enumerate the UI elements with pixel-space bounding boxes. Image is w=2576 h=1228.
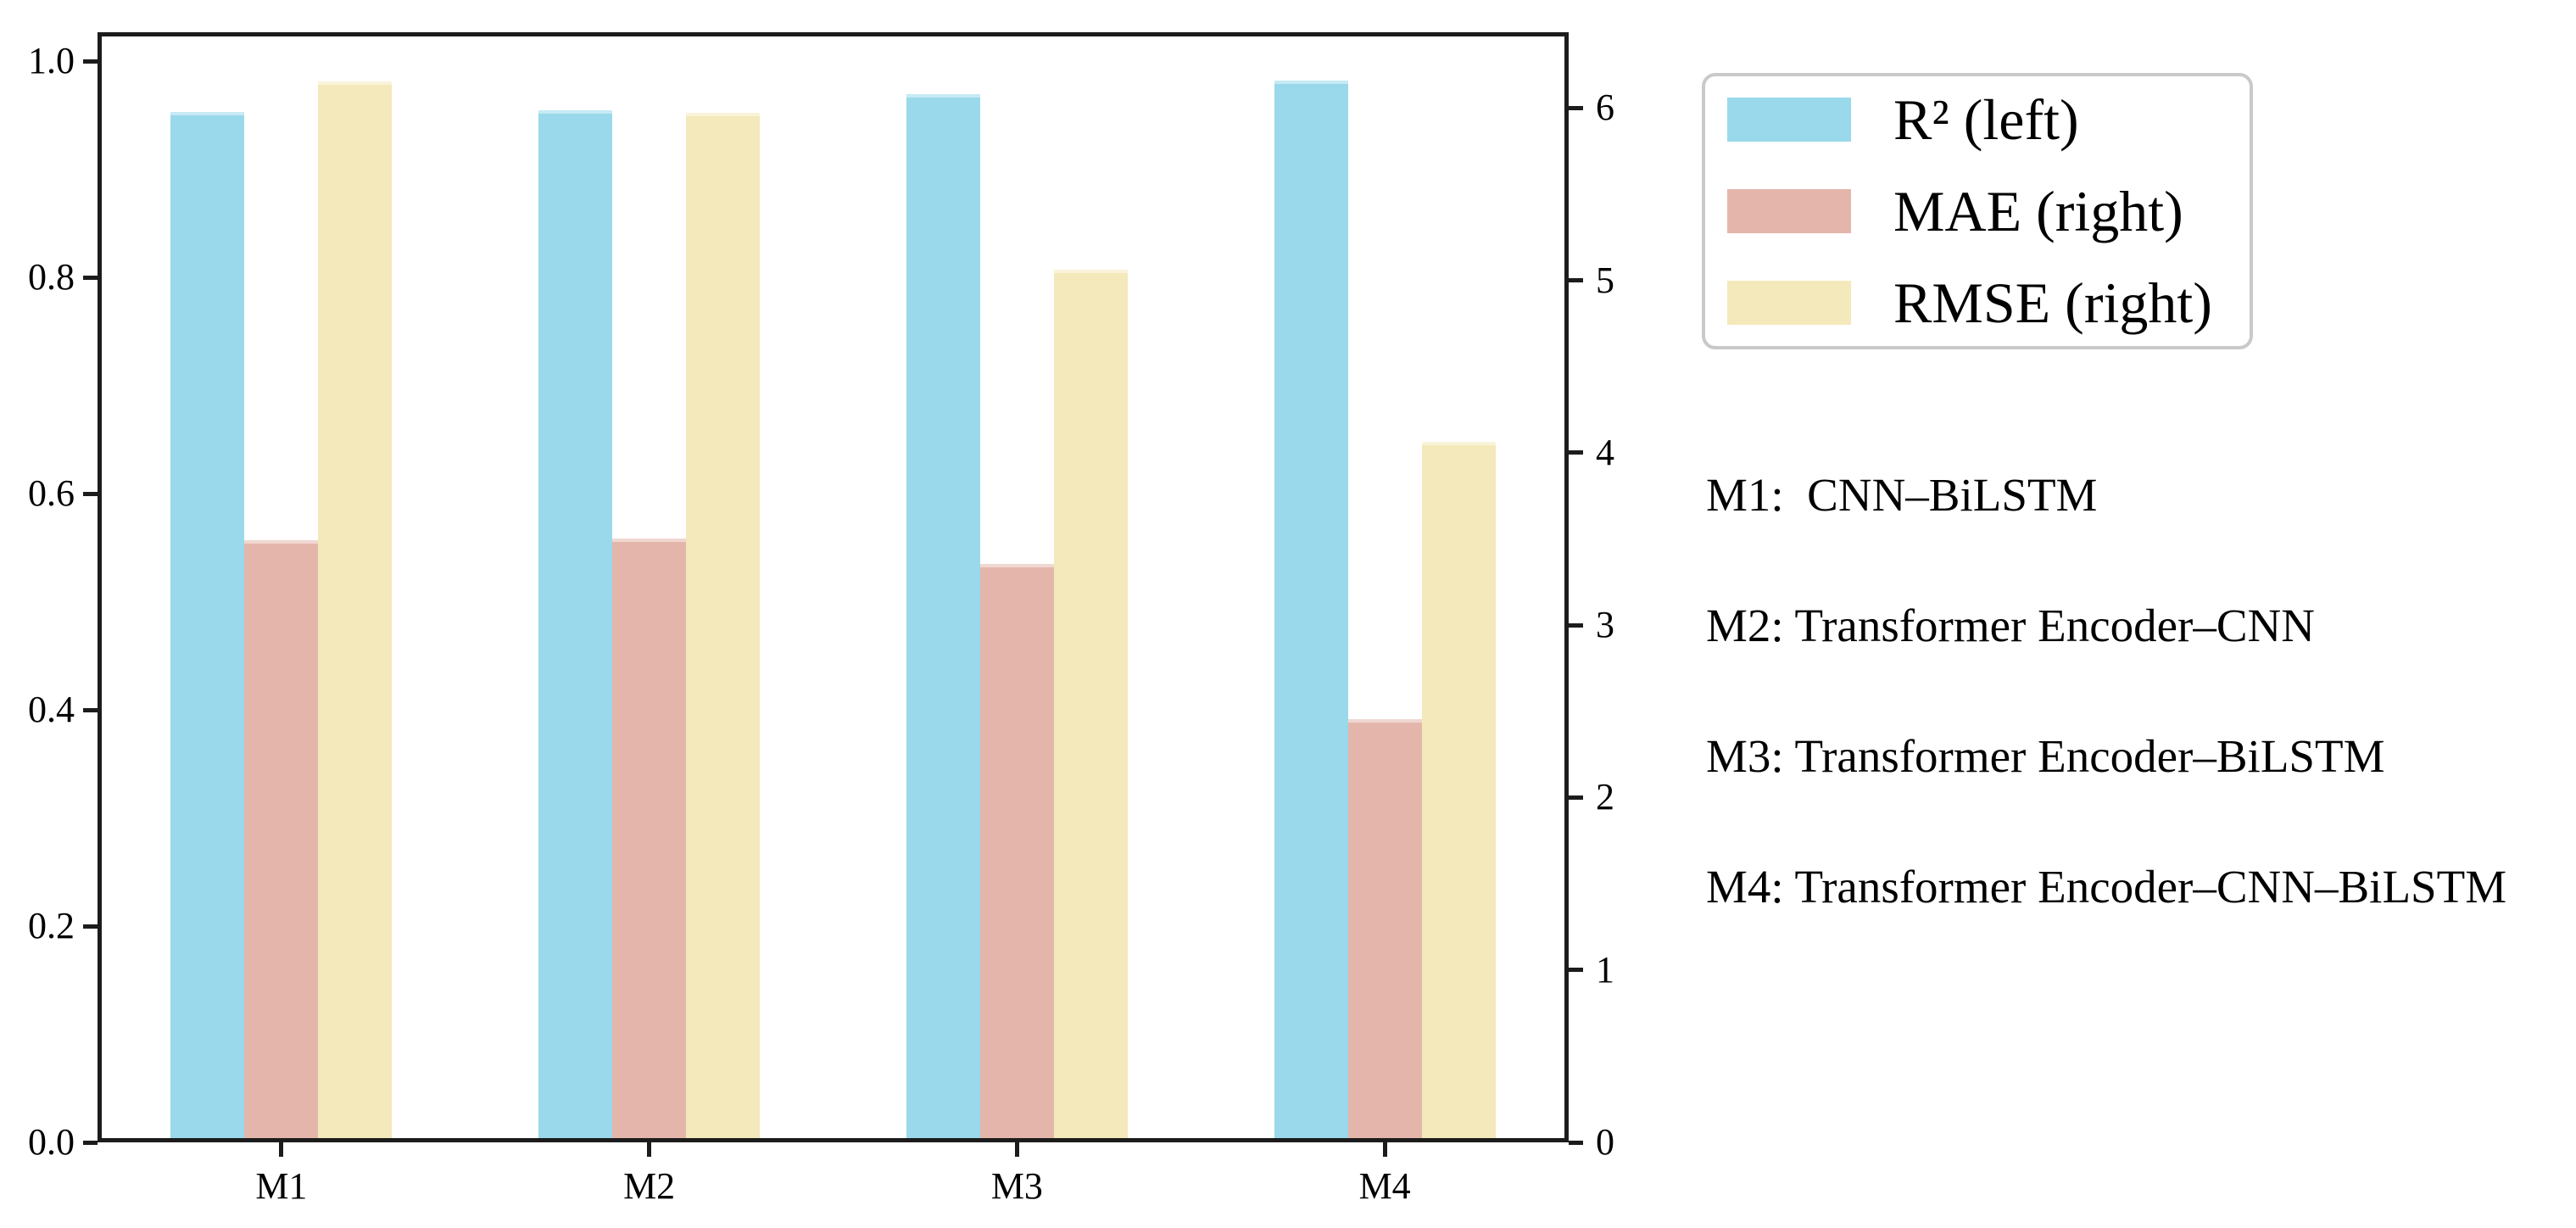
bar-r²-M2 [538,110,613,1138]
legend-item: MAE (right) [1727,179,2250,243]
plot-area [98,32,1569,1142]
right-tick-mark [1569,622,1583,628]
left-tick-label: 1.0 [28,40,75,82]
left-tick-mark [83,491,98,496]
bar-r²-M1 [170,112,245,1138]
legend-swatch [1727,98,1851,142]
left-tick-mark [83,59,98,64]
right-tick-label: 1 [1596,948,1614,991]
bar-mae-M2 [612,539,687,1138]
right-tick-label: 6 [1596,87,1614,129]
left-tick-label: 0.2 [28,905,75,947]
bar-rmse-M3 [1053,270,1128,1138]
x-tick-mark [647,1142,652,1157]
right-tick-label: 5 [1596,259,1614,301]
right-tick-mark [1569,450,1583,455]
x-tick-mark [279,1142,284,1157]
right-tick-mark [1569,105,1583,110]
bar-mae-M1 [244,540,319,1138]
right-tick-mark [1569,278,1583,283]
bar-rmse-M4 [1421,442,1496,1138]
model-annotation-line: M4: Transformer Encoder–CNN–BiLSTM [1706,861,2507,913]
model-annotation-line: M1: CNN–BiLSTM [1706,469,2098,521]
x-tick-mark [1382,1142,1387,1157]
left-tick-mark [83,1140,98,1145]
bar-rmse-M2 [686,113,761,1138]
legend-item: R² (left) [1727,87,2250,152]
x-tick-mark [1014,1142,1019,1157]
model-annotations: M1: CNN–BiLSTM M2: Transformer Encoder–CN… [1706,470,2506,913]
legend-item: RMSE (right) [1727,271,2250,335]
right-tick-mark [1569,968,1583,973]
right-tick-label: 2 [1596,776,1614,818]
bar-r²-M3 [906,94,980,1138]
legend: R² (left) MAE (right) RMSE (right) [1702,73,2253,349]
model-annotation-line: M2: Transformer Encoder–CNN [1706,600,2315,651]
left-tick-label: 0.0 [28,1121,75,1163]
left-tick-label: 0.4 [28,689,75,731]
x-tick-label: M3 [990,1165,1043,1207]
left-tick-mark [83,275,98,280]
legend-swatch [1727,281,1851,325]
left-tick-mark [83,924,98,929]
x-tick-label: M1 [255,1165,308,1207]
legend-label: MAE (right) [1893,179,2183,243]
legend-label: R² (left) [1893,87,2079,152]
x-tick-label: M2 [623,1165,676,1207]
left-tick-label: 0.8 [28,256,75,299]
model-annotation-line: M3: Transformer Encoder–BiLSTM [1706,730,2385,782]
bar-r²-M4 [1274,81,1348,1138]
bar-mae-M4 [1347,719,1422,1138]
right-tick-label: 0 [1596,1121,1614,1163]
left-tick-mark [83,707,98,712]
bar-mae-M3 [979,564,1054,1138]
left-tick-label: 0.6 [28,472,75,515]
right-tick-label: 4 [1596,431,1614,473]
legend-swatch [1727,189,1851,233]
right-tick-label: 3 [1596,604,1614,646]
bar-rmse-M1 [318,81,393,1138]
legend-label: RMSE (right) [1893,271,2212,335]
right-tick-mark [1569,1140,1583,1145]
right-tick-mark [1569,795,1583,800]
x-tick-label: M4 [1358,1165,1411,1207]
